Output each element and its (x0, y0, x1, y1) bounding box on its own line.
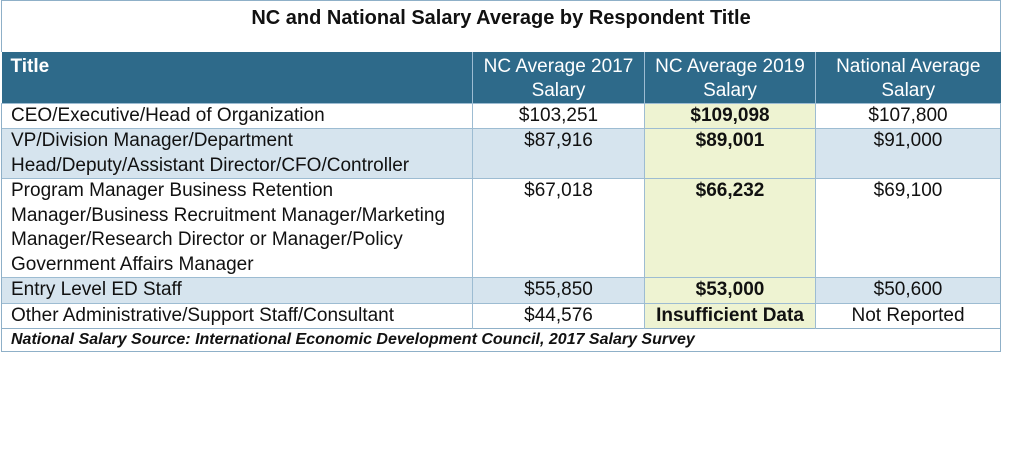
row-title: Program Manager Business Retention Manag… (1, 178, 473, 278)
national-value: $50,600 (814, 277, 1002, 303)
national-value: $69,100 (814, 178, 1002, 278)
row-title: CEO/Executive/Head of Organization (1, 102, 473, 129)
nc-2017-value: $87,916 (472, 128, 645, 179)
table-row: Program Manager Business Retention Manag… (1, 178, 1002, 278)
row-title: Entry Level ED Staff (1, 277, 473, 303)
row-title: VP/Division Manager/Department Head/Depu… (1, 128, 473, 179)
source-note: National Salary Source: International Ec… (0, 328, 1002, 352)
nc-2019-value: $66,232 (644, 178, 816, 278)
nc-2019-value: Insufficient Data (644, 302, 816, 329)
header-row: Title NC Average 2017 Salary NC Average … (1, 51, 1001, 103)
table-row: Other Administrative/Support Staff/Consu… (1, 302, 1002, 329)
header-nc-2017: NC Average 2017 Salary (472, 51, 645, 103)
national-value: $91,000 (814, 128, 1002, 179)
national-value: Not Reported (814, 302, 1002, 329)
nc-2017-value: $55,850 (472, 277, 645, 303)
header-national: National Average Salary (814, 51, 1001, 103)
nc-2019-value: $53,000 (644, 277, 816, 303)
table-title: NC and National Salary Average by Respon… (0, 0, 1002, 52)
salary-table-container: NC and National Salary Average by Respon… (0, 0, 1002, 352)
nc-2017-value: $44,576 (472, 302, 645, 329)
table-row: Entry Level ED Staff $55,850 $53,000 $50… (1, 277, 1002, 303)
nc-2019-value: $109,098 (644, 102, 816, 129)
header-nc-2019: NC Average 2019 Salary (644, 51, 816, 103)
table-row: VP/Division Manager/Department Head/Depu… (1, 128, 1002, 179)
row-title: Other Administrative/Support Staff/Consu… (1, 302, 473, 329)
nc-2017-value: $67,018 (472, 178, 645, 278)
header-title: Title (1, 51, 473, 103)
salary-table: NC and National Salary Average by Respon… (0, 0, 1002, 352)
nc-2019-value: $89,001 (644, 128, 816, 179)
national-value: $107,800 (814, 102, 1002, 129)
table-row: CEO/Executive/Head of Organization $103,… (1, 102, 1002, 129)
nc-2017-value: $103,251 (472, 102, 645, 129)
